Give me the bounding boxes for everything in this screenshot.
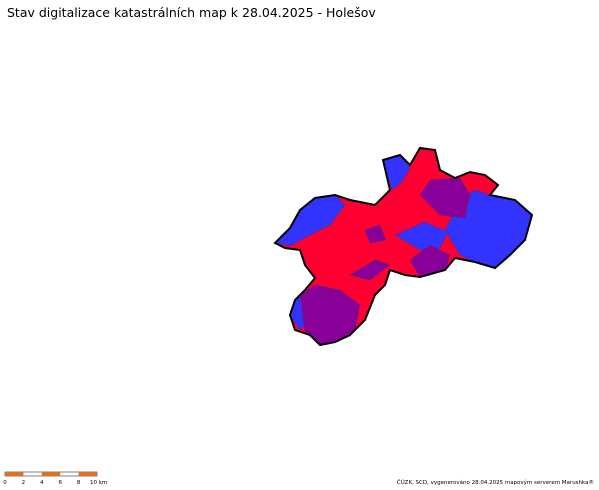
region-purple bbox=[349, 259, 391, 281]
map-regions bbox=[273, 146, 534, 347]
region-purple bbox=[409, 244, 451, 278]
region-purple bbox=[364, 224, 387, 244]
region-blue bbox=[394, 221, 449, 251]
scale-label: 0 bbox=[3, 480, 7, 486]
scale-bar-segment bbox=[41, 472, 61, 476]
scale-label: 2 bbox=[22, 480, 26, 486]
scale-bar: 0 2 4 6 8 10 km bbox=[3, 471, 107, 486]
map-credit: ČÚZK, SCD, vygenerováno 28.04.2025 mapov… bbox=[397, 479, 594, 486]
scale-label: 8 bbox=[77, 480, 81, 486]
scale-label: 4 bbox=[40, 480, 44, 486]
region-purple bbox=[419, 177, 471, 219]
scale-bar-segment bbox=[78, 472, 97, 476]
scale-label: 6 bbox=[58, 480, 62, 486]
scale-label: 10 km bbox=[90, 480, 107, 486]
scale-bar-segment bbox=[5, 472, 24, 476]
map-title: Stav digitalizace katastrálních map k 28… bbox=[7, 5, 376, 20]
district-outline bbox=[273, 146, 534, 347]
